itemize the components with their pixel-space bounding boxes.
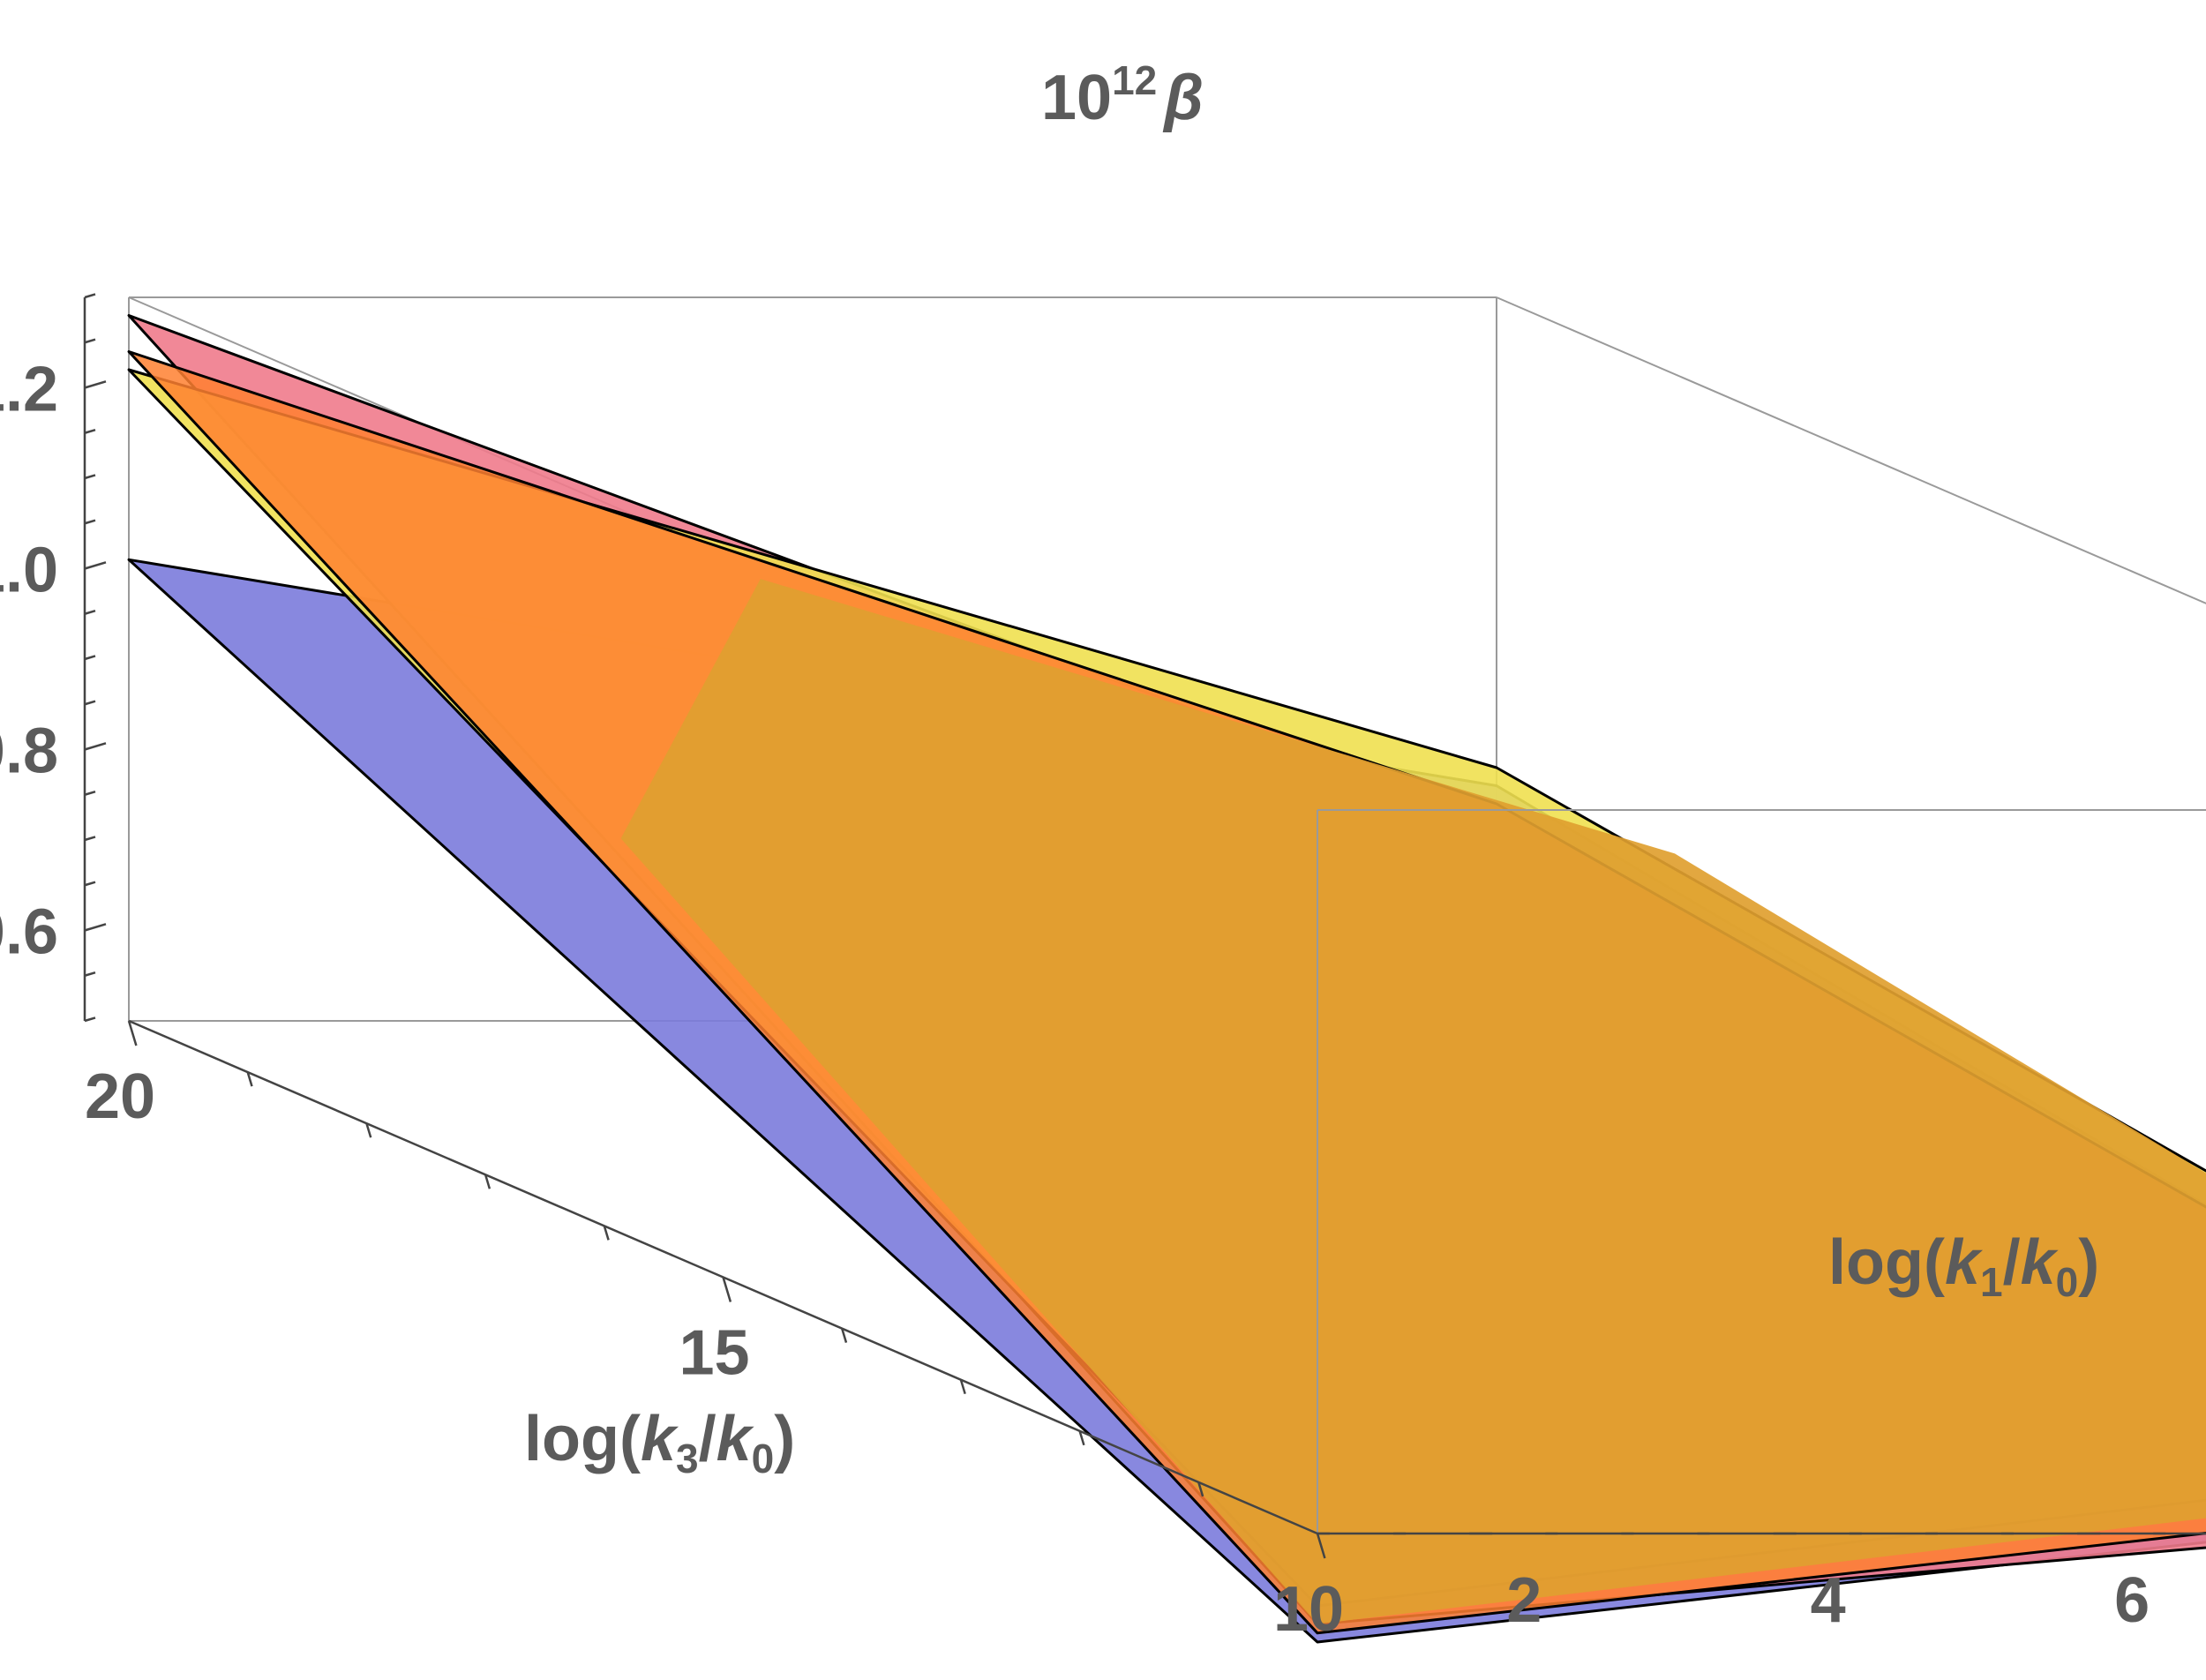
- z-tick: [84, 971, 96, 977]
- z-tick: [84, 1016, 96, 1023]
- box-edge-back: [1496, 296, 2206, 604]
- axes: 2468101015200.60.81.01.2: [0, 293, 2206, 1645]
- k3-axis-label: log(k3/k0): [524, 1404, 795, 1481]
- z-tick-label: 0.8: [0, 716, 58, 787]
- z-tick-label: 1.0: [0, 536, 58, 606]
- k3-tick: [127, 1020, 138, 1046]
- k3-tick: [722, 1277, 732, 1302]
- k3-tick-label: 20: [85, 1061, 155, 1132]
- z-tick: [84, 474, 96, 480]
- k3-tick: [1316, 1533, 1326, 1559]
- k3-tick: [484, 1174, 491, 1189]
- z-tick-label: 1.2: [0, 355, 58, 425]
- k3-tick-label: 15: [679, 1318, 749, 1389]
- z-tick: [84, 293, 96, 299]
- z-tick: [84, 881, 96, 887]
- k3-tick: [1197, 1481, 1204, 1497]
- z-tick: [84, 836, 96, 842]
- k1-tick-label: 6: [2114, 1565, 2150, 1636]
- k3-tick: [246, 1071, 253, 1087]
- z-tick: [84, 428, 96, 434]
- z-tick: [84, 742, 107, 751]
- z-tick: [84, 338, 96, 344]
- k1-axis-label: log(k1/k0): [1828, 1227, 2099, 1305]
- k3-tick: [841, 1328, 848, 1343]
- z-tick: [84, 519, 96, 525]
- z-tick: [84, 655, 96, 661]
- z-tick: [84, 561, 107, 570]
- z-tick-label: 0.6: [0, 897, 58, 968]
- k3-tick: [959, 1379, 966, 1395]
- z-tick: [84, 380, 107, 389]
- z-tick: [84, 790, 96, 796]
- k3-tick-label: 10: [1273, 1574, 1344, 1645]
- z-tick: [84, 923, 107, 932]
- k3-tick: [603, 1226, 610, 1241]
- k1-tick-label: 4: [1811, 1565, 1846, 1636]
- k3-tick: [1078, 1430, 1085, 1446]
- z-tick: [84, 609, 96, 615]
- z-tick: [84, 700, 96, 706]
- surfaces: [127, 314, 2206, 1644]
- k1-tick-label: 2: [1506, 1565, 1542, 1636]
- k3-tick: [365, 1122, 372, 1138]
- surface-overlap-region: [620, 579, 2206, 1624]
- z-axis-label: 1012 β: [1041, 57, 1204, 133]
